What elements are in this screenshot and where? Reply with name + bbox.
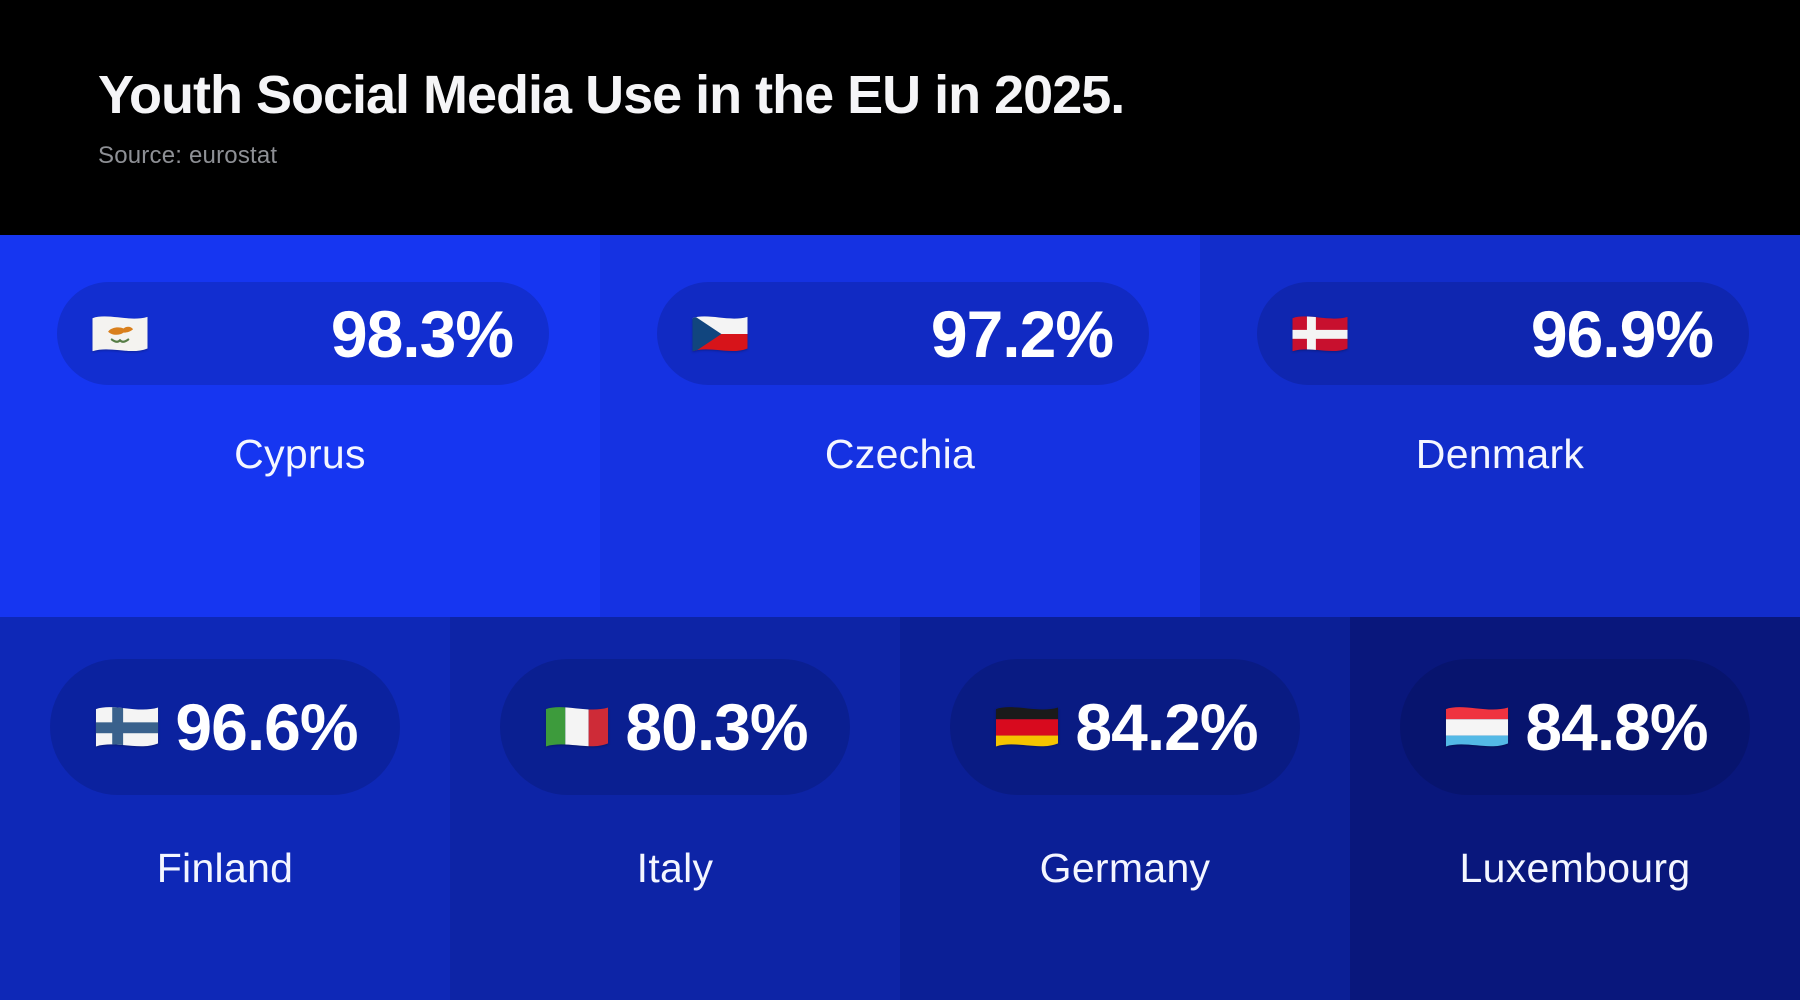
country-label: Finland [156,845,294,891]
percentage-value: 97.2% [930,296,1114,371]
italy-flag-icon [542,702,612,752]
stat-pill: 84.2% [950,659,1300,795]
cyprus-flag-icon [89,312,151,356]
country-card-denmark: 96.9% Denmark [1200,235,1800,617]
country-label: Cyprus [234,431,366,477]
page-title: Youth Social Media Use in the EU in 2025… [98,65,1125,125]
country-label: Denmark [1415,431,1585,477]
country-label: Czechia [824,431,976,477]
percentage-value: 80.3% [625,690,808,764]
header: Youth Social Media Use in the EU in 2025… [0,0,1800,235]
country-card-czechia: 97.2% Czechia [600,235,1200,617]
country-label: Germany [1039,845,1211,891]
country-card-italy: 80.3% Italy [450,617,900,1000]
country-card-luxembourg: 84.8% Luxembourg [1350,617,1800,1000]
stat-pill: 98.3% [57,282,549,385]
country-card-cyprus: 98.3% Cyprus [0,235,600,617]
cards-row-1: 98.3% Cyprus 97.2% Czechia 96.9% Denmark [0,235,1800,617]
source-label: Source: eurostat [98,142,278,170]
stat-pill: 80.3% [500,659,850,795]
country-label: Luxembourg [1459,845,1691,891]
stat-pill: 96.6% [50,659,400,795]
cards-row-2: 96.6% Finland 80.3% Italy 84.2% Germany … [0,617,1800,1000]
country-label: Italy [636,845,714,891]
country-card-germany: 84.2% Germany [900,617,1350,1000]
luxembourg-flag-icon [1442,702,1512,752]
percentage-value: 98.3% [330,296,514,371]
stat-pill: 97.2% [657,282,1149,385]
country-card-finland: 96.6% Finland [0,617,450,1000]
stat-pill: 96.9% [1257,282,1749,385]
stat-pill: 84.8% [1400,659,1750,795]
czechia-flag-icon [689,312,751,356]
percentage-value: 96.6% [175,690,358,764]
percentage-value: 96.9% [1530,296,1714,371]
germany-flag-icon [992,702,1062,752]
finland-flag-icon [92,702,162,752]
percentage-value: 84.2% [1075,690,1258,764]
denmark-flag-icon [1289,312,1351,356]
percentage-value: 84.8% [1525,690,1708,764]
